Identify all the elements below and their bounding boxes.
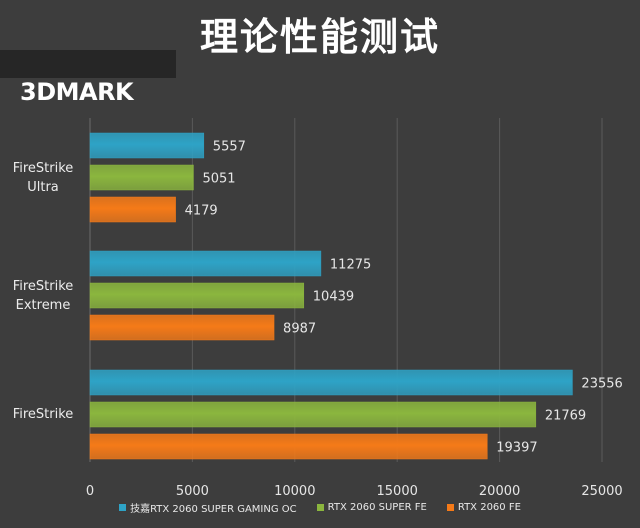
bar — [89, 401, 537, 428]
benchmark-label: 3DMARK — [20, 78, 134, 106]
x-tick-label: 25000 — [581, 484, 622, 499]
benchmark-tab-bar — [0, 50, 176, 78]
bar — [89, 314, 275, 341]
bar — [89, 433, 488, 460]
data-label: 5557 — [213, 140, 246, 155]
data-label: 5051 — [202, 172, 235, 187]
legend-item: 技嘉RTX 2060 SUPER GAMING OC — [119, 500, 297, 515]
data-label: 11275 — [330, 258, 371, 273]
legend-label: RTX 2060 SUPER FE — [327, 502, 427, 513]
legend-label: 技嘉RTX 2060 SUPER GAMING OC — [130, 504, 297, 515]
x-tick-label: 0 — [86, 484, 94, 499]
bar — [89, 250, 322, 277]
legend-swatch — [119, 504, 127, 511]
data-label: 19397 — [496, 441, 537, 456]
data-label: 8987 — [283, 322, 316, 337]
x-tick-label: 15000 — [377, 484, 418, 499]
legend-label: RTX 2060 FE — [457, 502, 521, 513]
data-label: 21769 — [545, 409, 586, 424]
x-tick-label: 20000 — [479, 484, 520, 499]
legend-swatch — [316, 504, 324, 511]
bar — [89, 196, 176, 223]
data-label: 23556 — [581, 377, 622, 392]
bar — [89, 164, 194, 191]
x-tick-label: 5000 — [176, 484, 209, 499]
legend-item: RTX 2060 SUPER FE — [316, 500, 427, 515]
category-label: FireStrike Extreme — [12, 278, 74, 313]
data-label: 10439 — [313, 290, 354, 305]
category-label: FireStrike Ultra — [12, 160, 74, 195]
legend-item: RTX 2060 FE — [446, 500, 521, 515]
bar — [89, 282, 305, 309]
chart-legend: 技嘉RTX 2060 SUPER GAMING OC RTX 2060 SUPER… — [0, 500, 640, 515]
category-label: FireStrike — [12, 407, 74, 422]
bar — [89, 369, 573, 396]
page-title: 理论性能测试 — [199, 15, 440, 59]
bar — [89, 132, 205, 159]
legend-swatch — [446, 504, 454, 511]
x-tick-label: 10000 — [274, 484, 315, 499]
data-label: 4179 — [185, 204, 218, 219]
